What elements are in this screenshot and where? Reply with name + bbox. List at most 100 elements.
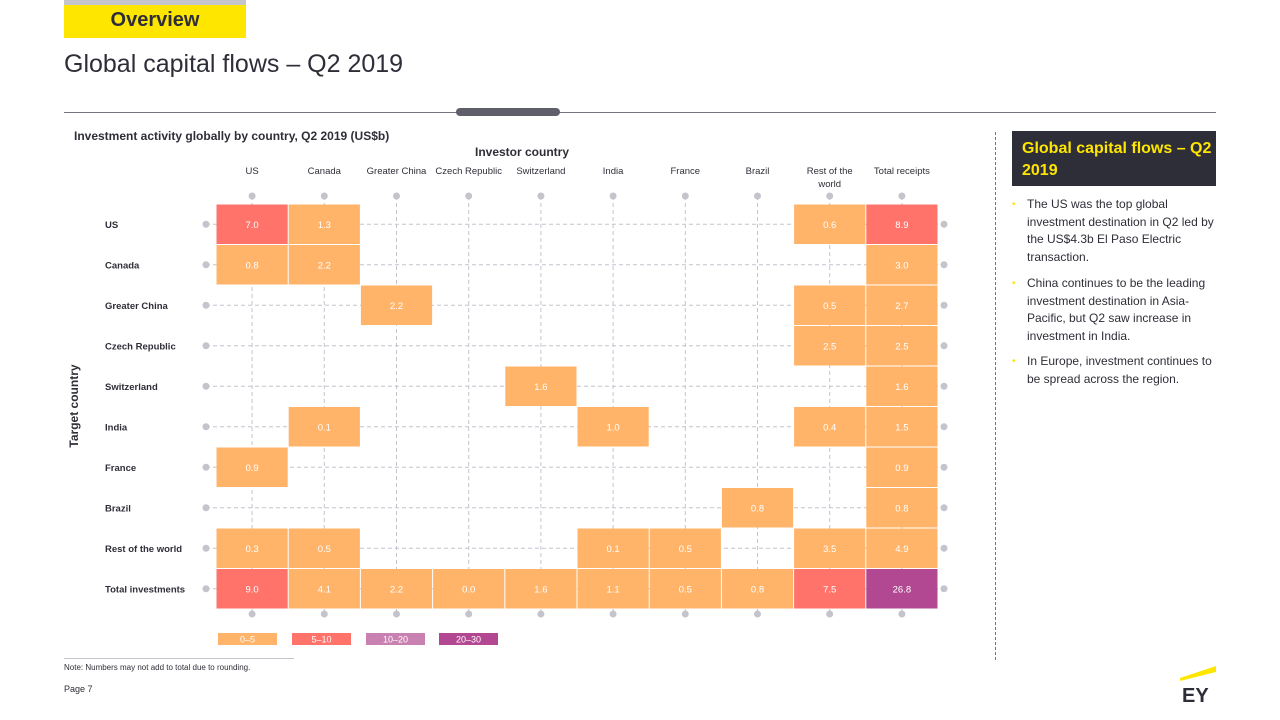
- bullet-icon: •: [1012, 356, 1016, 367]
- axis-dot: [898, 192, 906, 200]
- axis-dot: [465, 192, 473, 200]
- axis-dot: [940, 463, 948, 471]
- cell-value: 8.9: [895, 220, 908, 231]
- axis-dot: [393, 610, 400, 618]
- heatmap-cell: [216, 569, 288, 609]
- axis-dot: [940, 261, 948, 269]
- cell-value: 0.8: [895, 503, 908, 514]
- heatmap-cell: [216, 204, 288, 244]
- heatmap-cell: [866, 407, 938, 447]
- row-header: India: [105, 422, 128, 433]
- bullet-text: The US was the top global investment des…: [1027, 197, 1214, 264]
- heatmap-cell: [866, 204, 938, 244]
- axis-dot: [609, 610, 617, 618]
- cell-value: 2.2: [390, 584, 403, 595]
- axis-dot: [754, 192, 761, 200]
- heatmap-cell: [577, 569, 649, 609]
- heatmap-cell: [794, 326, 866, 366]
- heatmap-cell: [288, 528, 360, 568]
- footnote: Note: Numbers may not add to total due t…: [64, 663, 251, 672]
- heatmap-cell: [866, 528, 938, 568]
- ey-logo: EY: [1180, 666, 1216, 704]
- cell-value: 26.8: [893, 584, 912, 595]
- heatmap-cell: [216, 528, 288, 568]
- column-header: Czech Republic: [435, 166, 502, 177]
- heatmap-cell: [288, 245, 360, 285]
- sidebar-bullet: • In Europe, investment continues to be s…: [1012, 353, 1216, 388]
- legend-swatch: [366, 633, 425, 645]
- legend-label: 10–20: [383, 635, 408, 645]
- bullet-icon: •: [1012, 199, 1016, 210]
- cell-value: 1.0: [606, 422, 619, 433]
- divider-handle: [456, 108, 560, 116]
- heatmap-cell: [505, 569, 577, 609]
- cell-value: 0.5: [318, 544, 331, 555]
- legend-label: 0–5: [240, 635, 255, 645]
- heatmap-cell: [866, 326, 938, 366]
- heatmap-cell: [360, 285, 433, 325]
- column-header: US: [245, 166, 258, 177]
- cell-value: 0.8: [751, 584, 764, 595]
- heatmap-cell: [794, 569, 866, 609]
- heatmap-cell: [649, 569, 721, 609]
- cell-value: 3.0: [895, 260, 908, 271]
- axis-dot: [940, 301, 948, 309]
- row-header: Canada: [105, 260, 140, 271]
- cell-value: 0.1: [318, 422, 331, 433]
- cell-value: 0.5: [823, 301, 836, 312]
- axis-dot: [940, 342, 948, 350]
- cell-value: 2.5: [895, 341, 908, 352]
- cell-value: 1.6: [534, 382, 547, 393]
- sidebar-bullet: • China continues to be the leading inves…: [1012, 275, 1216, 345]
- heatmap-cell: [866, 569, 938, 609]
- axis-dot: [248, 192, 256, 200]
- axis-dot: [202, 585, 210, 593]
- axis-dot: [202, 423, 210, 431]
- cell-value: 0.8: [245, 260, 258, 271]
- cell-value: 1.3: [318, 220, 331, 231]
- heatmap-cell: [866, 366, 938, 406]
- axis-dot: [537, 192, 545, 200]
- bullet-text: China continues to be the leading invest…: [1027, 276, 1206, 343]
- cell-value: 2.2: [318, 260, 331, 271]
- cell-value: 0.8: [751, 503, 764, 514]
- row-header: Greater China: [105, 301, 169, 312]
- column-header: Canada: [308, 166, 342, 177]
- heatmap-cell: [721, 569, 794, 609]
- row-header: US: [105, 220, 118, 231]
- heatmap-cell: [360, 569, 433, 609]
- axis-dot: [826, 610, 834, 618]
- row-header: Rest of the world: [105, 544, 182, 555]
- cell-value: 7.0: [245, 220, 258, 231]
- heatmap-cell: [216, 245, 288, 285]
- heatmap-cell: [577, 528, 649, 568]
- row-header: Czech Republic: [105, 341, 176, 352]
- heatmap-cell: [794, 204, 866, 244]
- legend-label: 5–10: [311, 635, 331, 645]
- cell-value: 4.1: [318, 584, 331, 595]
- axis-dot: [826, 192, 834, 200]
- heatmap-cell: [866, 285, 938, 325]
- axis-dot: [393, 192, 400, 200]
- axis-dot: [681, 192, 689, 200]
- section-tag-label: Overview: [110, 9, 200, 31]
- cell-value: 9.0: [245, 584, 258, 595]
- heatmap-cell: [505, 366, 577, 406]
- column-header: France: [671, 166, 701, 177]
- heatmap-cell: [794, 285, 866, 325]
- axis-dot: [940, 423, 948, 431]
- legend-swatch: [439, 633, 498, 645]
- svg-text:EY: EY: [1182, 685, 1209, 704]
- bullet-icon: •: [1012, 278, 1016, 289]
- heatmap-cell: [649, 528, 721, 568]
- axis-dot: [320, 192, 328, 200]
- cell-value: 1.5: [895, 422, 908, 433]
- axis-dot: [248, 610, 256, 618]
- cell-value: 1.6: [895, 382, 908, 393]
- heatmap-cell: [216, 447, 288, 487]
- axis-dot: [202, 301, 210, 309]
- cell-value: 0.6: [823, 220, 836, 231]
- heatmap-cell: [288, 569, 360, 609]
- cell-value: 3.5: [823, 544, 836, 555]
- column-header: Rest of the world: [807, 166, 853, 190]
